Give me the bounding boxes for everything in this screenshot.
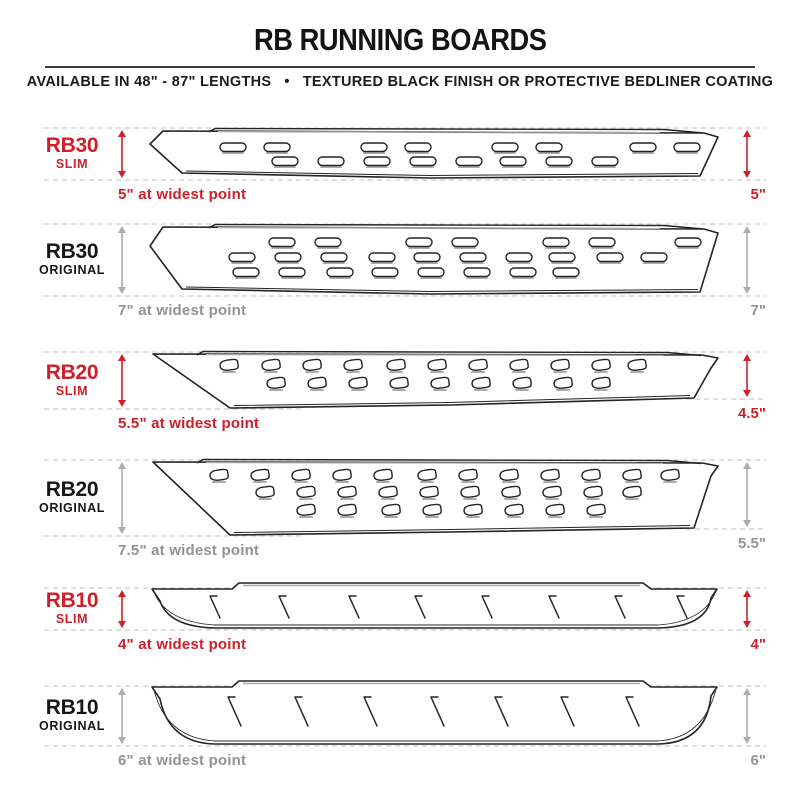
- widest-point-note: 4" at widest point: [118, 636, 247, 653]
- model-name: RB20: [45, 478, 99, 501]
- page-title: RB RUNNING BOARDS: [253, 22, 547, 57]
- model-label: RB30 ORIGINAL: [26, 240, 118, 278]
- row-rb30-slim: RB30 SLIM 5" at widest point 5": [0, 127, 800, 220]
- widest-point-note: 5" at widest point: [118, 186, 247, 203]
- title-divider: [45, 66, 755, 68]
- model-label: RB30 SLIM: [26, 134, 118, 172]
- model-label: RB20 ORIGINAL: [26, 478, 118, 516]
- board-drawing: [44, 582, 766, 631]
- model-name: RB30: [45, 134, 99, 157]
- model-label: RB10 ORIGINAL: [26, 696, 118, 734]
- model-name: RB20: [45, 360, 99, 384]
- right-height-measure: 4": [750, 636, 766, 653]
- model-variant: SLIM: [55, 612, 89, 627]
- model-name: RB30: [45, 240, 99, 263]
- right-height-measure: 7": [750, 302, 766, 319]
- row-rb10-original: RB10 ORIGINAL 6" at widest point 6": [0, 680, 800, 786]
- model-label: RB10 SLIM: [26, 589, 118, 627]
- row-rb20-slim: RB20 SLIM 5.5" at widest point 4.5": [0, 350, 800, 449]
- board-drawing: [44, 350, 766, 410]
- widest-point-note: 7.5" at widest point: [118, 542, 260, 559]
- model-name: RB10: [45, 696, 99, 719]
- right-height-measure: 6": [750, 752, 766, 769]
- subtitle: AVAILABLE IN 48" - 87" LENGTHS • TEXTURE…: [26, 74, 774, 90]
- model-name: RB10: [45, 589, 99, 612]
- row-rb20-original: RB20 ORIGINAL 7.5" at widest point 5.5": [0, 458, 800, 576]
- row-rb30-original: RB30 ORIGINAL 7" at widest point 7": [0, 223, 800, 336]
- board-drawing: [44, 458, 766, 537]
- right-height-measure: 5.5": [738, 535, 766, 552]
- model-variant: ORIGINAL: [39, 501, 105, 516]
- widest-point-note: 5.5" at widest point: [118, 415, 260, 432]
- board-drawing: [44, 127, 766, 181]
- board-drawing: [44, 223, 766, 297]
- right-height-measure: 5": [750, 186, 766, 203]
- widest-point-note: 7" at widest point: [118, 302, 247, 319]
- model-variant: ORIGINAL: [39, 263, 105, 278]
- row-rb10-slim: RB10 SLIM 4" at widest point 4": [0, 582, 800, 670]
- model-variant: SLIM: [55, 383, 89, 398]
- board-drawing: [44, 680, 766, 747]
- model-label: RB20 SLIM: [26, 360, 118, 398]
- right-height-measure: 4.5": [738, 405, 766, 422]
- model-variant: SLIM: [55, 157, 89, 172]
- widest-point-note: 6" at widest point: [118, 752, 247, 769]
- model-variant: ORIGINAL: [39, 719, 105, 734]
